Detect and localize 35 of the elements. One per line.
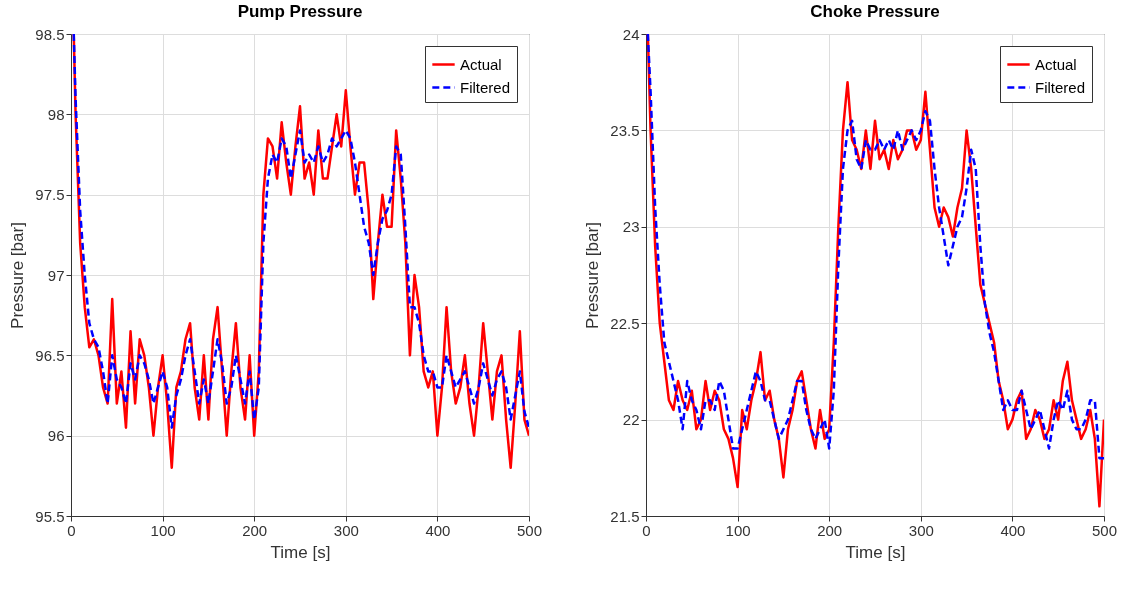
y-tick-label: 97 bbox=[47, 266, 65, 284]
y-tick-label: 98 bbox=[47, 105, 65, 123]
y-tick-label: 21.5 bbox=[610, 507, 640, 525]
x-tick-label: 0 bbox=[642, 521, 651, 539]
y-tick-label: 95.5 bbox=[35, 507, 65, 525]
y-axis-title: Pressure [bar] bbox=[583, 222, 603, 329]
legend-label: Actual bbox=[460, 55, 502, 73]
y-tick-label: 98.5 bbox=[35, 25, 65, 43]
y-tick-label: 22 bbox=[622, 411, 640, 429]
x-tick-label: 500 bbox=[516, 521, 543, 539]
y-tick-label: 24 bbox=[622, 25, 640, 43]
y-tick-label: 23 bbox=[622, 218, 640, 236]
x-tick-label: 400 bbox=[425, 521, 451, 539]
chart-title: Pump Pressure bbox=[237, 2, 363, 21]
y-tick-label: 96.5 bbox=[35, 346, 65, 364]
x-tick-label: 300 bbox=[333, 521, 359, 539]
legend-label: Filtered bbox=[460, 78, 511, 96]
x-tick-label: 100 bbox=[150, 521, 176, 539]
x-tick-label: 100 bbox=[725, 521, 751, 539]
x-tick-label: 200 bbox=[242, 521, 268, 539]
y-tick-label: 23.5 bbox=[610, 121, 640, 139]
x-tick-label: 200 bbox=[817, 521, 843, 539]
y-tick-label: 96 bbox=[47, 427, 65, 445]
y-tick-label: 97.5 bbox=[35, 186, 65, 204]
legend-label: Filtered bbox=[1035, 78, 1086, 96]
x-tick-label: 400 bbox=[1000, 521, 1026, 539]
x-tick-label: 300 bbox=[908, 521, 934, 539]
x-tick-label: 500 bbox=[1091, 521, 1118, 539]
x-tick-label: 0 bbox=[67, 521, 76, 539]
legend-label: Actual bbox=[1035, 55, 1077, 73]
chart-title: Choke Pressure bbox=[810, 2, 940, 21]
y-axis-title: Pressure [bar] bbox=[8, 222, 28, 329]
x-axis-title: Time [s] bbox=[845, 542, 906, 562]
y-tick-label: 22.5 bbox=[610, 314, 640, 332]
x-axis-title: Time [s] bbox=[270, 542, 331, 562]
